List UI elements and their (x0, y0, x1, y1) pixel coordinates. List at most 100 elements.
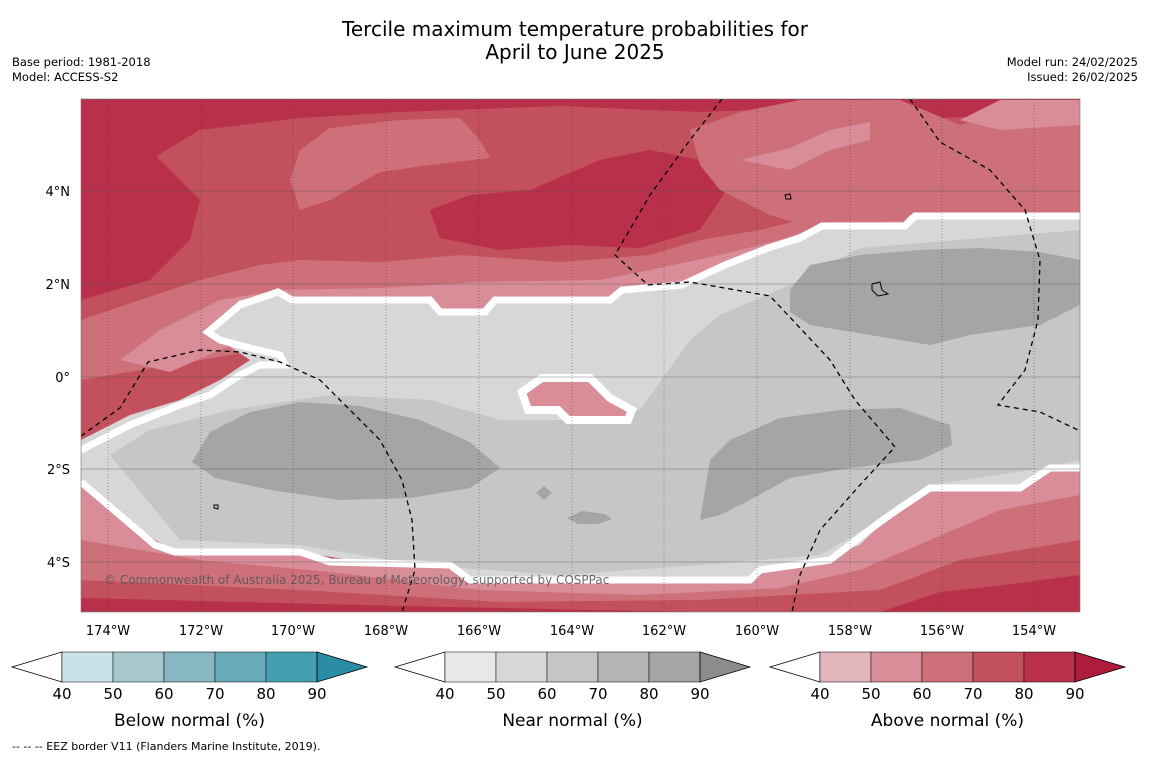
island-kiritimati (871, 281, 890, 297)
above-80-center-north (430, 150, 730, 250)
above-80-south (81, 540, 1080, 612)
longitude-tick-label: 164°W (550, 624, 594, 639)
above-60-north-east (740, 122, 870, 170)
longitude-axis: 174°W 172°W 170°W 168°W 166°W 164°W 162°W 160°W… (86, 624, 1056, 639)
latitude-tick-label: 0° (55, 371, 70, 386)
near-normal-boundary (81, 464, 1080, 584)
latitude-tick-label: 4°N (46, 185, 71, 200)
latitude-axis: 4°N 2°N 0° 2°S 4°S (46, 185, 71, 571)
near-80-spot-2 (567, 511, 612, 524)
grid-lines (81, 99, 1080, 612)
colorbar-tick-label: 80 (256, 685, 275, 703)
eez-borders (81, 99, 1079, 612)
above-70-north-patch (290, 118, 490, 210)
longitude-tick-label: 172°W (179, 624, 223, 639)
near-normal-boundary-north (81, 212, 1080, 454)
colorbar-3: 40 50 60 70 80 90 Above normal (%) (768, 651, 1127, 731)
colorbar-segment (163, 651, 216, 683)
above-90-south (81, 575, 1080, 612)
colorbar-segment (495, 651, 548, 683)
colorbar-2: 40 50 60 70 80 90 Near normal (%) (393, 651, 752, 731)
colorbar-max-extension (1074, 651, 1127, 683)
colorbar-segment (112, 651, 165, 683)
colorbar-segment (214, 651, 267, 683)
colorbar-tick-label: 50 (103, 685, 122, 703)
colorbar-tick-label: 60 (537, 685, 556, 703)
colorbar-group: 40 50 60 70 80 90 Below normal (%) 40 50 60 70 80 90… (10, 651, 1127, 731)
above-normal-island (517, 374, 638, 424)
longitude-tick-label: 154°W (1012, 624, 1056, 639)
colorbar-tick-label: 40 (52, 685, 71, 703)
colorbar-tick-label: 70 (963, 685, 982, 703)
model-run-date: Model run: 24/02/2025 (1006, 55, 1138, 69)
colorbar-segment (921, 651, 974, 683)
probability-field (81, 99, 1080, 612)
model-info: Base period: 1981-2018 Model: ACCESS-S2 (12, 55, 151, 85)
map-frame (80, 98, 1081, 613)
colorbar-tick-label: 70 (205, 685, 224, 703)
latitude-tick-label: 2°S (47, 463, 70, 478)
colorbar-segment (265, 651, 318, 683)
issued-date: Issued: 26/02/2025 (1027, 70, 1138, 84)
colorbar-tick-label: 80 (639, 685, 658, 703)
colorbar-min-extension (10, 651, 63, 683)
colorbar-tick-label: 70 (588, 685, 607, 703)
longitude-tick-label: 162°W (642, 624, 686, 639)
above-70-south (81, 495, 1080, 612)
above-80-north-west (81, 140, 200, 300)
island-jarvis (213, 504, 219, 510)
longitude-tick-label: 156°W (920, 624, 964, 639)
colorbar-tick-label: 50 (486, 685, 505, 703)
near-80-spot (536, 486, 552, 500)
eez-footnote: -- -- -- EEZ border V11 (Flanders Marine… (12, 740, 321, 753)
model-name: Model: ACCESS-S2 (12, 70, 119, 84)
above-70-north-east (690, 100, 1080, 230)
longitude-tick-label: 158°W (828, 624, 872, 639)
colorbar-label: Above normal (%) (871, 711, 1024, 731)
islands (213, 193, 890, 510)
run-info: Model run: 24/02/2025 Issued: 26/02/2025 (1007, 55, 1138, 85)
colorbar-tick-label: 60 (154, 685, 173, 703)
colorbar-segment (597, 651, 650, 683)
above-60-band (120, 220, 1080, 372)
colorbar-1: 40 50 60 70 80 90 Below normal (%) (10, 651, 369, 731)
colorbar-max-extension (699, 651, 752, 683)
colorbar-tick-label: 40 (810, 685, 829, 703)
colorbar-tick-label: 90 (307, 685, 326, 703)
colorbar-segment (546, 651, 599, 683)
eez-border-east (909, 99, 1079, 431)
colorbar-tick-label: 50 (861, 685, 880, 703)
title-line-1: Tercile maximum temperature probabilitie… (342, 17, 808, 41)
above-80-north (81, 99, 1080, 175)
colorbar-min-extension (393, 651, 446, 683)
colorbar-segment (444, 651, 497, 683)
colorbar-tick-label: 40 (435, 685, 454, 703)
longitude-tick-label: 168°W (364, 624, 408, 639)
latitude-tick-label: 4°S (47, 556, 70, 571)
above-60-north-east-2 (960, 100, 1080, 130)
colorbar-segment (1023, 651, 1076, 683)
map-title: Tercile maximum temperature probabilitie… (0, 18, 1150, 64)
colorbar-segment (972, 651, 1025, 683)
colorbar-min-extension (768, 651, 821, 683)
colorbar-max-extension (316, 651, 369, 683)
near-80-east (700, 408, 952, 520)
colorbar-tick-label: 90 (1065, 685, 1084, 703)
latitude-tick-label: 2°N (46, 278, 71, 293)
colorbar-tick-label: 90 (690, 685, 709, 703)
base-period: Base period: 1981-2018 (12, 55, 151, 69)
colorbar-segment (870, 651, 923, 683)
longitude-tick-label: 174°W (86, 624, 130, 639)
longitude-tick-label: 160°W (735, 624, 779, 639)
colorbar-tick-label: 80 (1014, 685, 1033, 703)
island-tabuaeran (784, 193, 792, 200)
eez-border-west (81, 349, 416, 612)
colorbar-segment (61, 651, 114, 683)
title-line-2: April to June 2025 (485, 40, 665, 64)
colorbar-label: Below normal (%) (114, 711, 265, 731)
colorbar-label: Near normal (%) (502, 711, 642, 731)
near-80-west (192, 402, 500, 500)
colorbar-segment (648, 651, 701, 683)
colorbar-tick-label: 60 (912, 685, 931, 703)
